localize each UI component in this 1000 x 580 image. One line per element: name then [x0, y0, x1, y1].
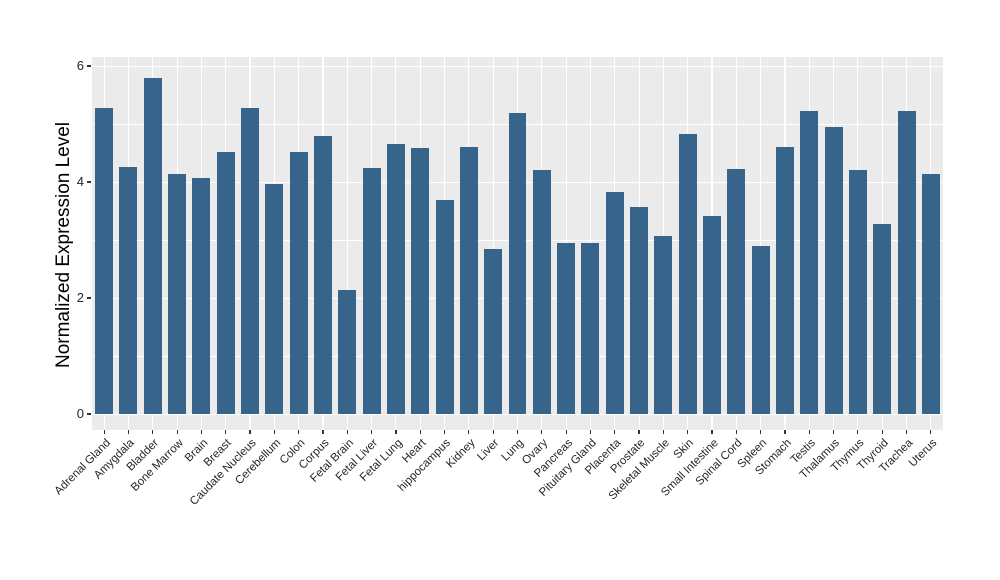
x-tick	[662, 430, 664, 434]
x-tick	[711, 430, 713, 434]
bar-uterus	[921, 173, 940, 414]
x-tick	[492, 430, 494, 434]
x-tick	[273, 430, 275, 434]
bar-placenta	[605, 191, 624, 414]
bar-fetal-lung	[386, 144, 405, 414]
bar-stomach	[775, 146, 794, 414]
bar-breast	[216, 151, 235, 414]
x-tick	[468, 430, 470, 434]
bar-kidney	[459, 147, 478, 414]
x-tick	[443, 430, 446, 434]
bar-thymus	[848, 169, 867, 414]
x-tick	[857, 430, 859, 434]
x-tick	[200, 430, 202, 434]
x-tick	[565, 430, 567, 434]
y-tick-label: 0	[76, 406, 84, 422]
x-tick	[127, 430, 130, 434]
bar-small-intestine	[703, 216, 721, 414]
bar-fetal-liver	[362, 168, 381, 414]
bar-heart	[411, 148, 430, 414]
bar-skin	[678, 134, 697, 414]
x-tick	[638, 430, 640, 434]
bar-bone-marrow	[168, 173, 187, 414]
x-tick	[103, 430, 105, 434]
bar-amygdala	[119, 166, 138, 414]
x-tick	[346, 430, 348, 434]
bar-brain	[192, 178, 211, 414]
bar-trachea	[897, 110, 916, 414]
x-tick	[371, 430, 373, 434]
y-tick-label: 4	[76, 174, 84, 190]
bar-hippocampus	[435, 199, 454, 414]
bar-thalamus	[824, 126, 843, 414]
bar-bladder	[143, 77, 162, 414]
bar-spleen	[751, 245, 770, 414]
x-tick	[760, 430, 762, 434]
x-tick	[541, 430, 543, 434]
y-tick	[87, 297, 91, 299]
x-tick	[784, 430, 786, 434]
y-tick	[87, 413, 91, 415]
x-tick	[176, 430, 178, 434]
v-gridline	[760, 57, 762, 430]
bar-ovary	[532, 169, 551, 414]
bar-pituitary-gland	[581, 243, 600, 414]
y-tick	[87, 181, 91, 183]
plot-panel	[92, 57, 943, 430]
y-tick	[87, 65, 91, 67]
bar-spinal-cord	[727, 169, 746, 414]
bar-liver	[484, 249, 503, 414]
bar-caudate-nucleus	[241, 107, 260, 414]
bar-corpus	[313, 136, 332, 414]
bar-colon	[289, 152, 308, 414]
x-tick	[930, 430, 932, 434]
x-tick	[298, 430, 300, 434]
y-axis-title: Normalized Expression Level	[53, 121, 74, 369]
bar-fetal-brain	[338, 289, 357, 414]
x-tick	[225, 430, 227, 434]
x-tick	[322, 430, 324, 434]
x-tick	[249, 430, 251, 434]
x-tick	[808, 430, 810, 434]
x-tick	[881, 430, 883, 434]
bar-lung	[508, 112, 527, 414]
x-tick	[735, 430, 737, 434]
x-tick	[832, 430, 835, 434]
bar-prostate	[630, 207, 649, 414]
bar-cerebellum	[265, 183, 284, 414]
bar-adrenal-gland	[95, 107, 114, 414]
x-tick	[395, 430, 397, 434]
v-gridline	[492, 57, 494, 430]
x-tick	[614, 430, 616, 434]
bar-pancreas	[557, 243, 576, 414]
v-gridline	[346, 57, 348, 430]
x-tick	[687, 430, 689, 434]
y-tick-label: 2	[76, 290, 84, 306]
x-tick-label: Liver	[475, 437, 502, 464]
bar-testis	[800, 110, 819, 414]
bar-thyroid	[873, 224, 892, 414]
x-tick	[152, 430, 154, 434]
y-tick-label: 6	[76, 58, 84, 74]
x-tick	[905, 430, 908, 434]
x-tick	[419, 430, 421, 434]
x-tick	[589, 430, 592, 434]
x-tick	[516, 430, 519, 434]
bar-skeletal-muscle	[654, 235, 673, 414]
